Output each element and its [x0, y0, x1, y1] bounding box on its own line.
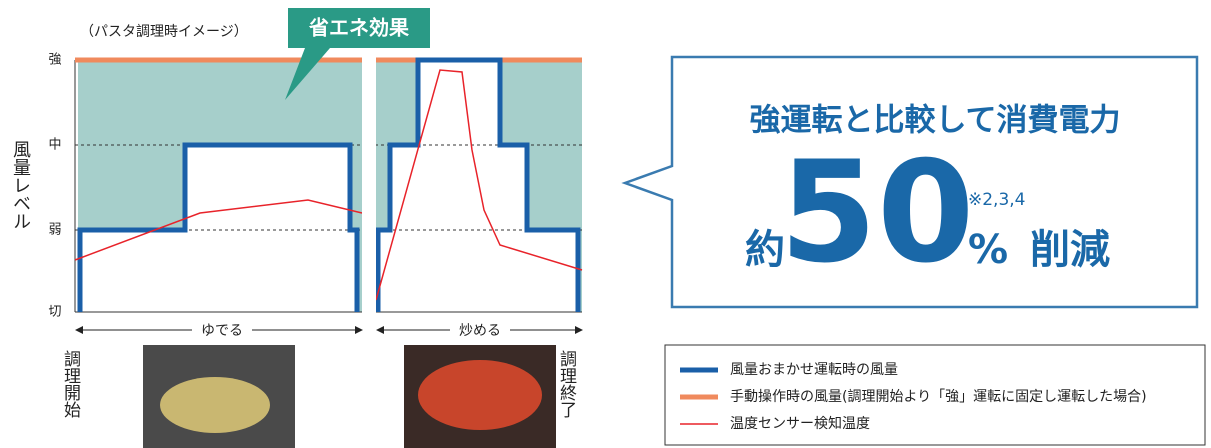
auto-line [77, 142, 360, 312]
legend-label: 風量おまかせ運転時の風量 [730, 362, 898, 378]
start-label: 調理開始 [60, 350, 81, 418]
arrow-head [355, 326, 363, 334]
label-bg [192, 320, 252, 340]
level-label: 弱 [48, 223, 61, 238]
legend-label: 手動操作時の風量(調理開始より「強」運転に固定し運転した場合) [730, 389, 1147, 405]
level-label: 中 [48, 138, 61, 153]
legend-label: 温度センサー検知温度 [730, 415, 870, 432]
photo-pasta [418, 360, 542, 430]
auto-area [378, 60, 578, 312]
badge: 省エネ効果 [308, 16, 409, 40]
end-label: 調理終了 [556, 350, 577, 418]
badge-shape [285, 8, 430, 100]
legend: 風量おまかせ運転時の風量手動操作時の風量(調理開始より「強」運転に固定し運転した… [680, 362, 1147, 432]
level-label: 切 [48, 305, 61, 320]
message-number: 50 [780, 132, 975, 295]
image-note: （パスタ調理時イメージ） [80, 24, 248, 40]
photo-pasta [160, 377, 270, 433]
gap [362, 40, 376, 320]
message-unit: % [968, 227, 1008, 273]
label-bg [450, 320, 510, 340]
message-prefix: 約 [745, 227, 785, 273]
message-line1: 強運転と比較して消費電力 [749, 103, 1120, 139]
arrow-head [376, 326, 384, 334]
phase-label: ゆでる [201, 323, 243, 339]
temp-line [74, 199, 363, 261]
message-suffix: 削減 [1030, 227, 1110, 273]
auto-line [375, 57, 581, 312]
auto-area [80, 145, 357, 312]
message-box [621, 55, 1199, 309]
y-axis-label: 風量レベル [10, 140, 31, 230]
arrow-head [75, 326, 83, 334]
phase-label: 炒める [459, 323, 501, 339]
temp-line [375, 69, 583, 301]
legend-box [664, 344, 1206, 446]
message-note: ※2,3,4 [968, 190, 1026, 210]
level-label: 強 [48, 53, 61, 68]
arrow-head [575, 326, 583, 334]
